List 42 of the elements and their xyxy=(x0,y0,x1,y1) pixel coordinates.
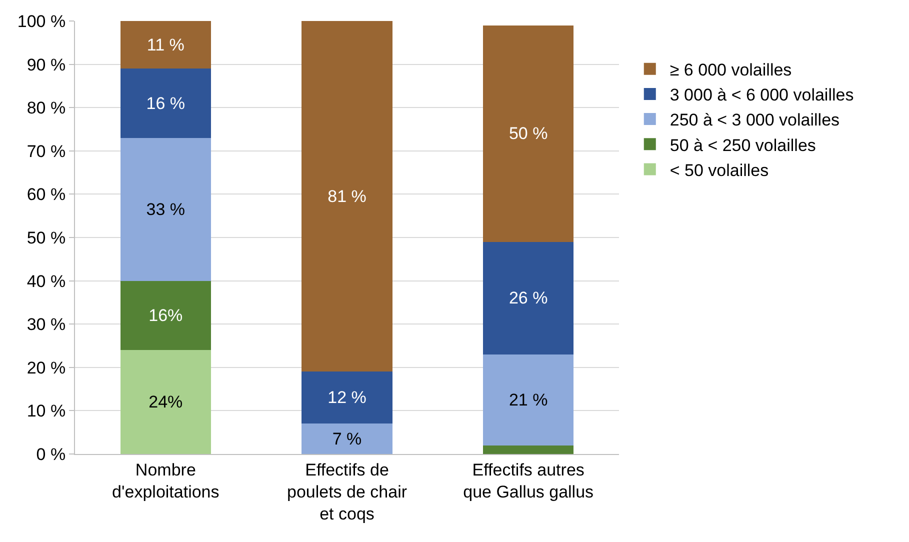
legend-label: 250 à < 3 000 volailles xyxy=(670,110,840,130)
y-tick-label: 10 % xyxy=(26,402,66,421)
bar xyxy=(483,445,574,454)
bar xyxy=(120,68,211,138)
bar xyxy=(302,372,392,424)
x-tick-label: Effectifs de poulets de chair et coqs xyxy=(286,460,408,524)
y-tick-label: 40 % xyxy=(26,272,66,291)
y-tick-label: 0 % xyxy=(36,444,66,464)
y-tick-label: 50 % xyxy=(26,228,66,248)
bar xyxy=(120,138,211,281)
legend-label: ≥ 6 000 volailles xyxy=(670,60,792,80)
data-label: 16 % xyxy=(146,94,186,113)
y-tick-label: 30 % xyxy=(26,315,66,334)
y-tick-label: 70 % xyxy=(26,142,66,161)
bar xyxy=(483,25,574,242)
data-label: 26 % xyxy=(508,288,548,308)
legend-label: 3 000 à < 6 000 volailles xyxy=(670,86,854,105)
data-label: 50 % xyxy=(508,124,548,144)
bar xyxy=(120,21,211,69)
data-label: 11 % xyxy=(146,35,184,54)
y-tick-label: 90 % xyxy=(26,55,66,74)
x-tick-label: Effectifs autres que Gallus gallus xyxy=(463,460,594,502)
data-label: 12 % xyxy=(328,388,366,408)
data-label: 16% xyxy=(148,306,183,325)
y-tick-label: 100 % xyxy=(17,12,66,31)
data-label: 24% xyxy=(148,392,183,412)
bar xyxy=(302,21,392,372)
bar xyxy=(120,280,211,350)
legend-label: 50 à < 250 volailles xyxy=(670,136,816,155)
bar xyxy=(483,354,574,446)
y-tick-label: 80 % xyxy=(26,98,66,118)
bar xyxy=(120,350,211,454)
data-label: 33 % xyxy=(146,200,186,219)
legend-label: < 50 volailles xyxy=(670,160,769,180)
y-tick-label: 20 % xyxy=(26,358,66,378)
y-tick-label: 60 % xyxy=(26,185,66,204)
bar xyxy=(483,242,574,354)
x-tick-label: Nombre d'exploitations xyxy=(112,460,220,502)
data-label: 81 % xyxy=(328,186,366,206)
bar xyxy=(302,424,392,454)
data-label: 21 % xyxy=(508,390,548,410)
data-label: 7 % xyxy=(332,429,362,448)
